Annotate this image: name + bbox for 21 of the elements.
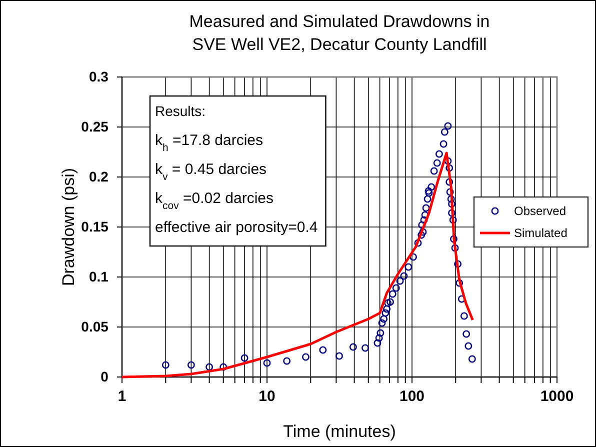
annotation: Results: <box>155 103 206 119</box>
annotation: effective air porosity=0.4 <box>155 219 318 236</box>
y-tick-label: 0.2 <box>88 168 109 184</box>
y-tick-label: 0.25 <box>81 118 109 134</box>
chart-title: Measured and Simulated Drawdowns in SVE Well VE2, Decatur County Landfill <box>189 12 490 54</box>
annotation: k$_{h}$ =17.8 darcies <box>155 132 263 154</box>
x-tick-label: 1 <box>118 388 126 405</box>
legend-label: Simulated <box>514 226 568 240</box>
y-tick-label: 0 <box>100 368 109 384</box>
x-tick-label: 10 <box>258 388 276 405</box>
legend-label: Observed <box>514 204 566 218</box>
y-tick-label: 0.3 <box>88 68 109 84</box>
y-axis-title: Drawdown (psi) <box>59 168 78 286</box>
x-tick-label: 1000 <box>540 388 574 405</box>
annotation: k$_{cov}$ =0.02 darcies <box>155 190 274 212</box>
annotation: k$_{v}$ = 0.45 darcies <box>155 161 267 183</box>
y-tick-label: 0.05 <box>81 318 109 334</box>
y-tick-label: 0.15 <box>81 218 109 234</box>
x-tick-label: 100 <box>399 388 425 405</box>
x-axis-title: Time (minutes) <box>283 422 396 441</box>
y-tick-label: 0.1 <box>88 268 109 284</box>
